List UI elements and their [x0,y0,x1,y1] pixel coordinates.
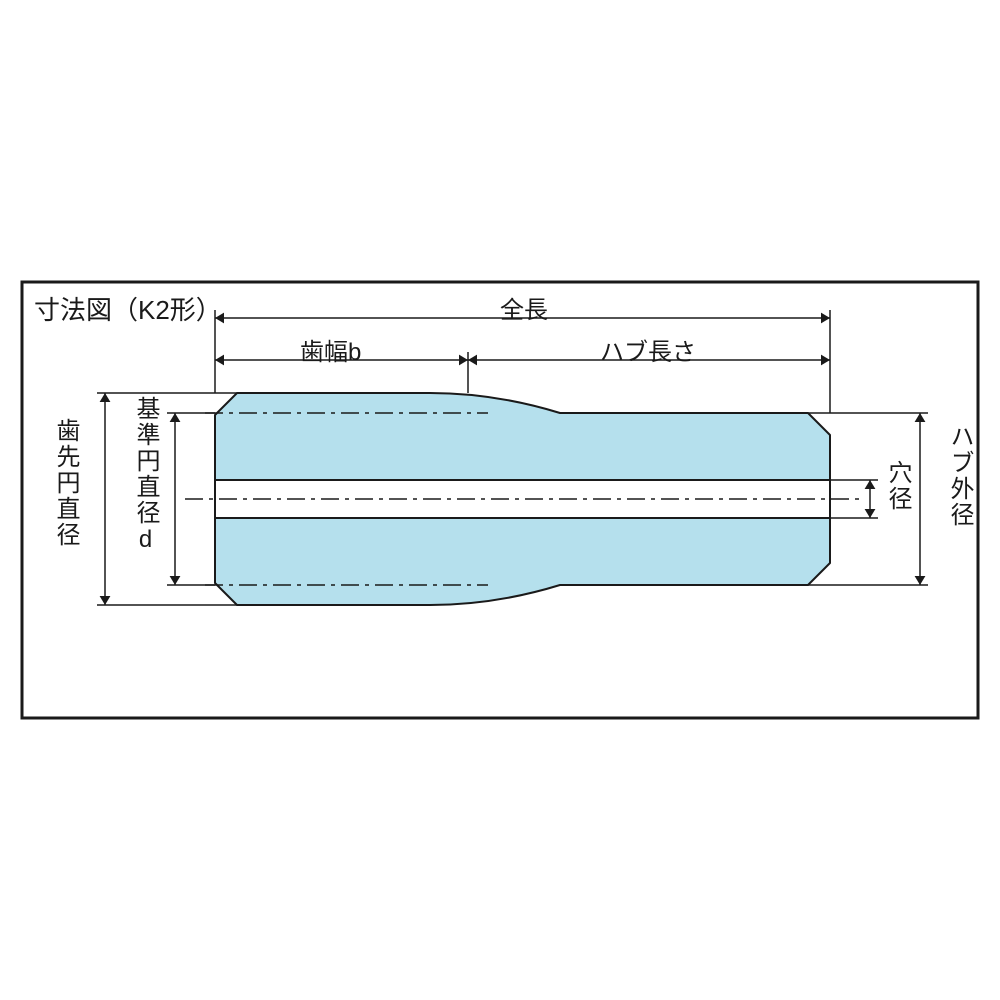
bore-label: 穴径 [880,460,915,512]
pitch-diameter-label: 基準円直径d [128,396,163,555]
hub-od-label: ハブ外径 [942,424,977,528]
tip-diameter-label: 歯先円直径 [48,418,83,548]
hub-length-label: ハブ長さ [600,332,696,367]
tooth-width-label: 歯幅b [300,332,361,367]
title-label: 寸法図（K2形） [34,290,222,327]
total-length-label: 全長 [500,290,548,325]
diagram-canvas: 寸法図（K2形） 全長 歯幅b ハブ長さ 歯先円直径 基準円直径d 穴径 ハブ外… [0,0,1000,1000]
